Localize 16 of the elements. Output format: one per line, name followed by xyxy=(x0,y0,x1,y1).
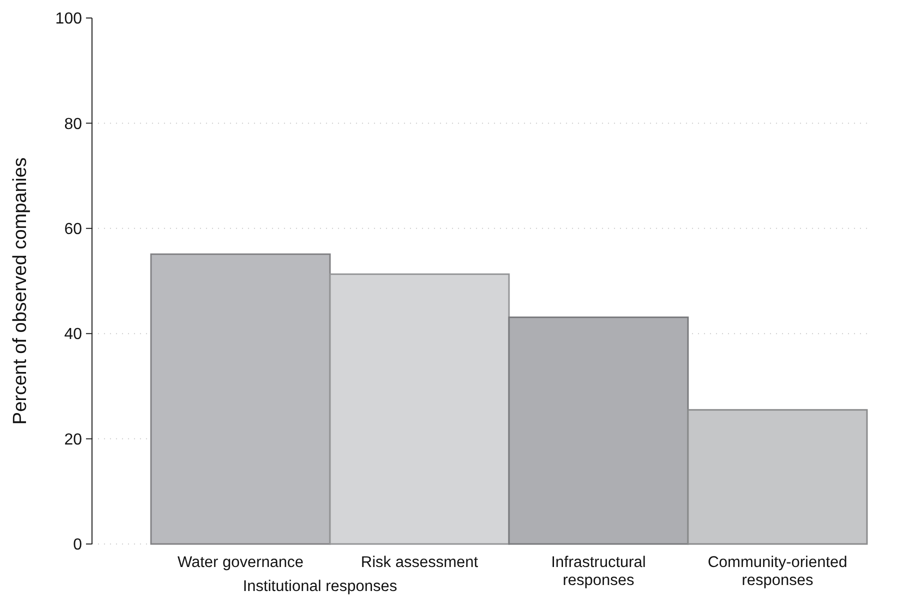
y-tick-label: 80 xyxy=(64,116,82,133)
x-tick-label: Water governance xyxy=(177,554,304,571)
x-tick-label: Infrastructural responses xyxy=(551,554,646,589)
x-axis-title: Institutional responses xyxy=(242,578,398,595)
bar xyxy=(508,316,689,545)
bar xyxy=(329,273,510,545)
x-tick-label: Community-oriented responses xyxy=(708,554,848,589)
y-tick-label: 60 xyxy=(64,221,82,238)
y-tick-label: 40 xyxy=(64,326,82,344)
y-tick-label: 0 xyxy=(73,536,82,554)
bar xyxy=(687,409,868,545)
y-axis-title: Percent of observed companies xyxy=(10,157,31,425)
y-tick-label: 100 xyxy=(55,10,82,28)
x-tick-label: Risk assessment xyxy=(360,554,479,571)
bar xyxy=(150,253,331,545)
y-tick-label: 20 xyxy=(64,431,82,448)
